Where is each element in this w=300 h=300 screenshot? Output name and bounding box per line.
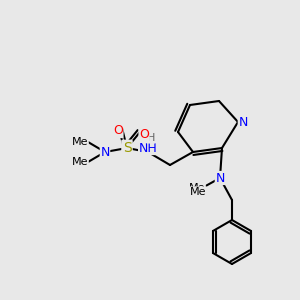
Text: Me: Me [72,137,88,147]
Text: Me: Me [190,187,206,197]
Text: NH: NH [139,142,158,154]
Text: Me: Me [72,157,88,167]
Text: H: H [147,133,155,143]
Text: O: O [113,124,123,137]
Text: N: N [215,172,225,184]
Text: Me: Me [189,183,205,193]
Text: O: O [139,128,149,142]
Text: N: N [100,146,110,158]
Text: N: N [238,116,248,128]
Text: S: S [123,141,131,155]
